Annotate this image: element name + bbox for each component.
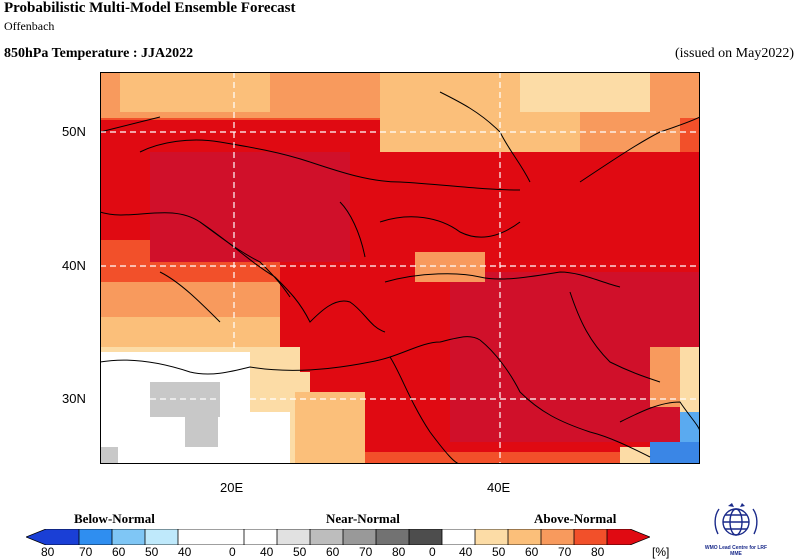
colorbar-swatch	[79, 529, 112, 545]
prob-region	[650, 442, 700, 464]
colorbar-swatch	[574, 529, 607, 545]
colorbar-swatch	[442, 529, 475, 545]
wmo-lead-centre-text: WMO Lead Centre for LRF MME	[704, 545, 768, 557]
lat-label-40n: 40N	[62, 258, 86, 273]
lon-label-40e: 40E	[487, 480, 511, 495]
wmo-logo-icon	[714, 503, 758, 536]
colorbar-label: 40	[260, 545, 274, 559]
graticule	[100, 72, 700, 464]
colorbar-label: 60	[326, 545, 340, 559]
variable-period: 850hPa Temperature : JJA2022	[4, 46, 194, 61]
prob-region	[520, 72, 650, 112]
colorbar-label: 80	[41, 545, 55, 559]
colorbar-label: 80	[591, 545, 605, 559]
colorbar-label: 50	[293, 545, 307, 559]
colorbar-swatch	[310, 529, 343, 545]
legend-above-normal: Above-Normal	[534, 511, 617, 526]
prob-region	[295, 392, 365, 464]
colorbar-label: 80	[392, 545, 406, 559]
colorbar-label: 60	[525, 545, 539, 559]
colorbar-swatch	[376, 529, 409, 545]
prob-region	[680, 412, 700, 442]
colorbar-label: 40	[459, 545, 473, 559]
colorbar-swatch	[475, 529, 508, 545]
issue-date: (issued on May2022)	[675, 46, 794, 61]
colorbar-label: 50	[145, 545, 159, 559]
colorbar-swatch	[343, 529, 376, 545]
forecast-center: Offenbach	[4, 19, 55, 33]
colorbar-arrow-left	[26, 529, 46, 545]
colorbar-swatch	[112, 529, 145, 545]
lat-label-30n: 30N	[62, 391, 86, 406]
colorbar-swatch	[409, 529, 442, 545]
colorbar-label: 0	[429, 545, 436, 559]
colorbar-swatch	[46, 529, 79, 545]
colorbar-swatch	[244, 529, 277, 545]
colorbar-swatch	[541, 529, 574, 545]
colorbar-swatch	[178, 529, 211, 545]
prob-region	[185, 412, 218, 447]
forecast-title: Probabilistic Multi-Model Ensemble Forec…	[4, 0, 296, 16]
colorbar-swatch	[145, 529, 178, 545]
colorbar-label: 70	[79, 545, 93, 559]
colorbar-label: 70	[359, 545, 373, 559]
prob-region	[100, 317, 280, 347]
lat-label-50n: 50N	[62, 124, 86, 139]
prob-region	[100, 282, 280, 322]
colorbar-swatch	[277, 529, 310, 545]
color-bar	[26, 529, 650, 545]
colorbar-swatch	[211, 529, 244, 545]
colorbar-swatch	[607, 529, 630, 545]
prob-region	[150, 152, 350, 262]
prob-region	[620, 447, 650, 464]
colorbar-label: 50	[492, 545, 506, 559]
prob-region	[100, 447, 118, 464]
map-frame	[100, 72, 700, 464]
colorbar-unit: [%]	[652, 545, 670, 559]
lon-label-20e: 20E	[220, 480, 244, 495]
colorbar-label: 60	[112, 545, 126, 559]
colorbar-arrow-right	[630, 529, 650, 545]
prob-region	[415, 252, 485, 282]
colorbar-label: 0	[229, 545, 236, 559]
colorbar-label: 70	[558, 545, 572, 559]
legend-near-normal: Near-Normal	[326, 511, 400, 526]
colorbar-swatch	[508, 529, 541, 545]
coastlines	[100, 91, 700, 464]
probability-map	[100, 72, 700, 464]
colorbar-label: 40	[178, 545, 192, 559]
legend-below-normal: Below-Normal	[74, 511, 155, 526]
prob-region	[250, 412, 290, 464]
prob-region	[120, 72, 270, 112]
